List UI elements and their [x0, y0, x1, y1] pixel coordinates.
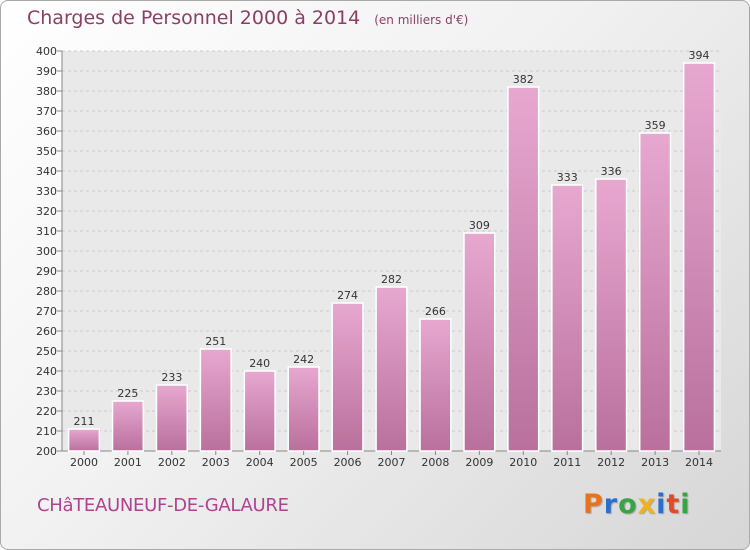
y-tick-label: 270: [36, 305, 57, 318]
commune-name: CHâTEAUNEUF-DE-GALAURE: [37, 495, 289, 516]
bar: [419, 318, 452, 452]
bar: [155, 384, 188, 452]
chart-title: Charges de Personnel 2000 à 2014 (en mill…: [27, 7, 468, 29]
y-tick-label: 390: [36, 65, 57, 78]
y-tick-label: 400: [36, 45, 57, 58]
y-tick-label: 370: [36, 105, 57, 118]
x-tick-label: 2008: [421, 456, 449, 469]
bar: [507, 86, 540, 452]
bar: [331, 302, 364, 452]
logo-letter: i: [656, 489, 667, 520]
bar-value-label: 240: [249, 357, 270, 370]
y-tick-label: 230: [36, 385, 57, 398]
x-tick-label: 2014: [685, 456, 713, 469]
bar: [551, 184, 584, 452]
chart-title-text: Charges de Personnel 2000 à 2014: [27, 7, 361, 29]
x-tick-label: 2013: [641, 456, 669, 469]
bar-value-label: 282: [381, 273, 402, 286]
logo-letter: r: [603, 489, 619, 520]
y-tick-label: 380: [36, 85, 57, 98]
x-tick-label: 2003: [202, 456, 230, 469]
y-tick-label: 250: [36, 345, 57, 358]
x-tick-label: 2002: [158, 456, 186, 469]
chart-unit-subtitle: (en milliers d'€): [374, 13, 469, 27]
x-tick-label: 2000: [70, 456, 98, 469]
y-tick-label: 340: [36, 165, 57, 178]
bar: [638, 132, 672, 452]
bar: [375, 286, 408, 452]
y-tick-label: 240: [36, 365, 57, 378]
y-tick-label: 220: [36, 405, 57, 418]
bar: [243, 370, 276, 452]
y-tick-label: 210: [36, 425, 57, 438]
bar: [463, 232, 496, 452]
x-tick-label: 2001: [114, 456, 142, 469]
bar-value-label: 336: [601, 165, 622, 178]
proxiti-logo: Proxiti: [583, 489, 691, 520]
bar-value-label: 242: [293, 353, 314, 366]
bar-value-label: 225: [117, 387, 138, 400]
bar: [199, 348, 232, 452]
x-tick-label: 2010: [509, 456, 537, 469]
y-tick-label: 200: [36, 445, 57, 458]
bar-value-label: 359: [645, 119, 666, 132]
bar-value-label: 233: [161, 371, 182, 384]
bar-value-label: 333: [557, 171, 578, 184]
bar-value-label: 266: [425, 305, 446, 318]
logo-letter: x: [637, 489, 657, 520]
x-tick-label: 2006: [334, 456, 362, 469]
x-tick-label: 2012: [597, 456, 625, 469]
bar: [111, 400, 145, 452]
bar-value-label: 274: [337, 289, 358, 302]
bar: [682, 62, 716, 452]
bar-value-label: 251: [205, 335, 226, 348]
x-tick-label: 2007: [378, 456, 406, 469]
logo-letter: o: [618, 489, 638, 520]
y-tick-label: 330: [36, 185, 57, 198]
y-tick-label: 290: [36, 265, 57, 278]
bar: [67, 428, 101, 452]
x-tick-label: 2011: [553, 456, 581, 469]
y-tick-label: 350: [36, 145, 57, 158]
x-tick-label: 2005: [290, 456, 318, 469]
x-tick-label: 2009: [465, 456, 493, 469]
y-tick-label: 360: [36, 125, 57, 138]
bar-value-label: 211: [73, 415, 94, 428]
y-tick-label: 300: [36, 245, 57, 258]
bar-value-label: 394: [689, 49, 710, 62]
bar-value-label: 382: [513, 73, 534, 86]
x-tick-label: 2004: [246, 456, 274, 469]
y-tick-label: 320: [36, 205, 57, 218]
logo-letter: i: [680, 489, 691, 520]
bar: [287, 366, 320, 452]
y-tick-label: 280: [36, 285, 57, 298]
y-tick-label: 260: [36, 325, 57, 338]
y-tick-label: 310: [36, 225, 57, 238]
bar: [595, 178, 628, 452]
logo-letter: t: [666, 489, 681, 520]
logo-letter: P: [583, 489, 604, 520]
bar-value-label: 309: [469, 219, 490, 232]
